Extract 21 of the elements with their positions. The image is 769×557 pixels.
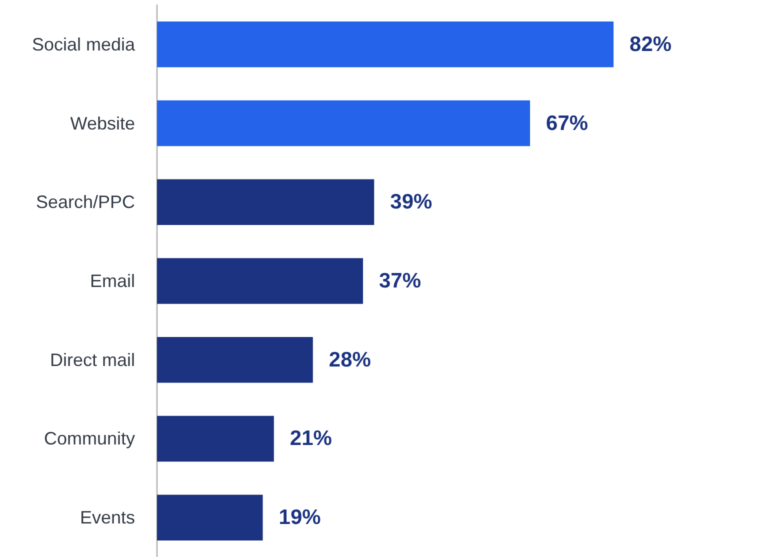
bar [157, 336, 313, 383]
y-tick-label: Community [44, 428, 135, 449]
y-tick-label: Email [90, 271, 135, 291]
data-label: 37% [379, 270, 422, 292]
data-label: 82% [630, 32, 672, 56]
data-label: 67% [546, 112, 588, 135]
y-tick-label: Direct mail [50, 350, 135, 370]
y-tick-label: Search/PPC [36, 192, 135, 212]
bar [157, 100, 530, 146]
bar [157, 258, 364, 304]
y-tick-label: Website [70, 113, 135, 134]
data-label: 19% [278, 506, 322, 530]
y-tick-label: Social media [32, 34, 136, 54]
data-label: 21% [290, 427, 332, 450]
bar [157, 22, 614, 68]
data-label: 39% [390, 190, 432, 214]
bar [157, 494, 263, 540]
bar [157, 179, 374, 226]
data-label: 28% [328, 348, 372, 372]
y-tick-label: Events [80, 508, 135, 528]
bar [157, 416, 274, 462]
